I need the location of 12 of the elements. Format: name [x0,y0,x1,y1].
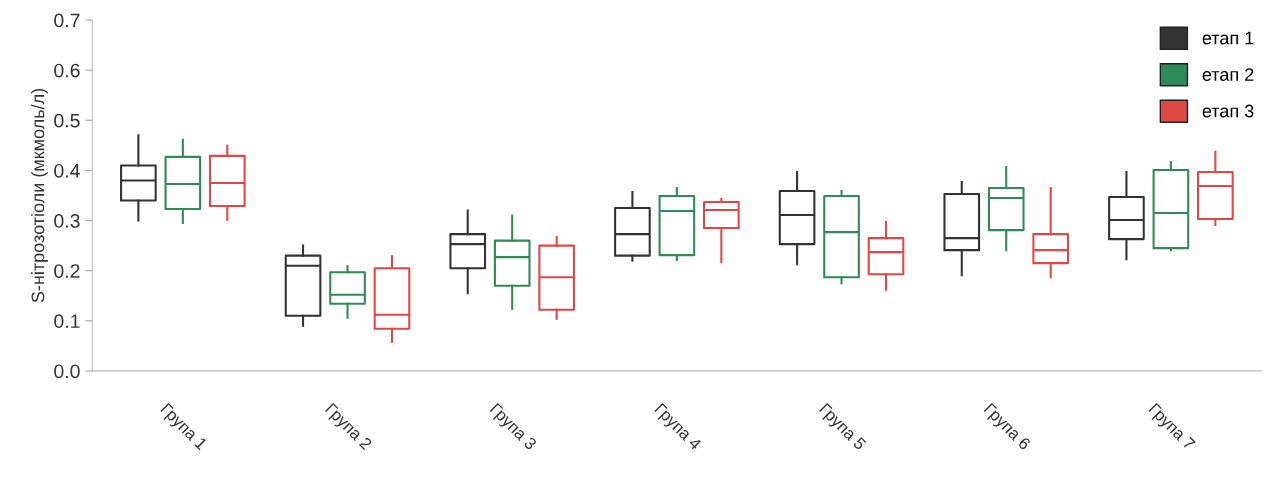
legend-label: етап 2 [1202,68,1254,81]
y-tick-label: 0.7 [54,13,80,28]
y-tick-label: 0.1 [54,314,80,329]
y-tick-label: 0.5 [54,113,80,128]
y-tick-label: 0.4 [54,163,80,178]
y-tick-label: 0.3 [54,214,80,228]
legend-label: етап 3 [1202,104,1254,118]
y-axis-title: S-нітрозотіоли (мкмоль/л) [31,88,48,303]
y-tick-label: 0.0 [54,364,80,379]
y-tick-label: 0.2 [54,264,80,278]
y-tick-label: 0.6 [54,63,80,78]
legend-label: етап 1 [1202,31,1254,45]
